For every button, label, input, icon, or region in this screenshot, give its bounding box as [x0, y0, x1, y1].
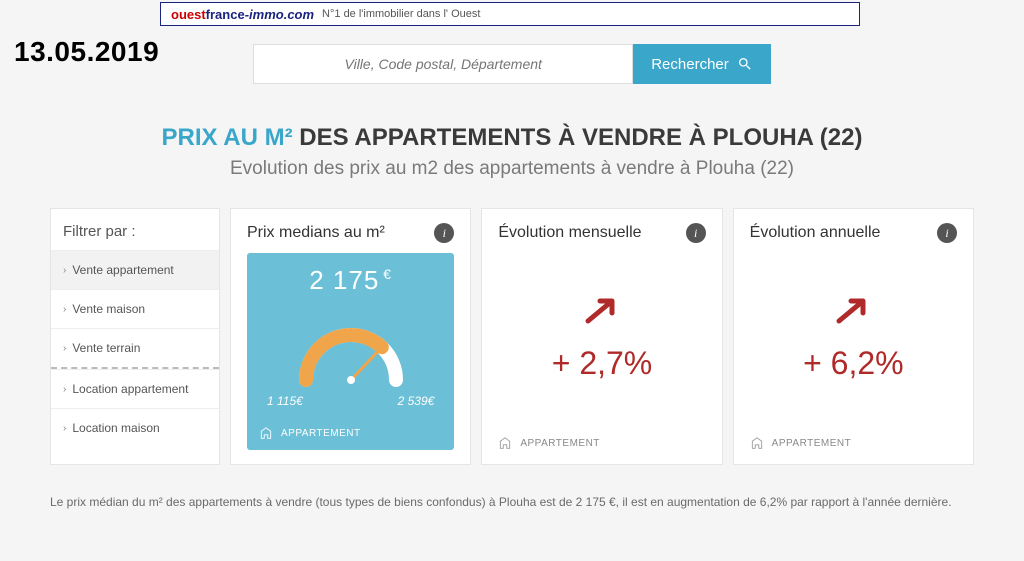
building-icon [750, 436, 764, 450]
info-icon[interactable]: i [686, 223, 706, 243]
search-button-label: Rechercher [651, 56, 729, 73]
brand-logo: ouestfrance-immo.com [171, 7, 314, 22]
gauge-min: 1 115€ [267, 394, 303, 408]
search-input[interactable] [253, 44, 633, 84]
filter-item[interactable]: › Vente terrain [51, 328, 219, 367]
chevron-right-icon: › [63, 304, 66, 315]
filter-item-label: Location maison [72, 421, 159, 435]
filter-heading: Filtrer par : [51, 209, 219, 250]
page-title: PRIX AU M² DES APPARTEMENTS À VENDRE À P… [0, 124, 1024, 152]
monthly-type-footer: APPARTEMENT [498, 426, 705, 450]
filter-item[interactable]: › Location maison [51, 408, 219, 447]
card-median-price: Prix medians au m² i 2 175€ 1 115€ 2 539… [230, 208, 471, 465]
building-icon [498, 436, 512, 450]
arrow-up-icon [582, 291, 622, 331]
filter-item[interactable]: › Vente appartement [51, 250, 219, 289]
chevron-right-icon: › [63, 343, 66, 354]
gauge-max: 2 539€ [398, 394, 435, 408]
bottom-summary: Le prix médian du m² des appartements à … [50, 493, 974, 511]
card-yearly-title: Évolution annuelle [750, 224, 881, 242]
chevron-right-icon: › [63, 384, 66, 395]
gauge-type-footer: APPARTEMENT [259, 418, 442, 440]
yearly-type-footer: APPARTEMENT [750, 426, 957, 450]
filter-item-label: Vente appartement [72, 263, 173, 277]
gauge-box: 2 175€ 1 115€ 2 539€ APPARTEMENT [247, 253, 454, 450]
building-icon [259, 426, 273, 440]
chevron-right-icon: › [63, 265, 66, 276]
card-yearly-evolution: Évolution annuelle i + 6,2% APPARTEMENT [733, 208, 974, 465]
date-stamp: 13.05.2019 [14, 36, 159, 68]
card-monthly-title: Évolution mensuelle [498, 224, 641, 242]
main-grid: Filtrer par : › Vente appartement › Vente m… [0, 208, 1024, 465]
info-icon[interactable]: i [434, 223, 454, 243]
monthly-percent: + 2,7% [552, 345, 653, 382]
monthly-type-label: APPARTEMENT [520, 438, 600, 449]
yearly-percent: + 6,2% [803, 345, 904, 382]
search-button[interactable]: Rechercher [633, 44, 771, 84]
filter-item-label: Location appartement [72, 382, 188, 396]
page-subtitle: Evolution des prix au m2 des appartement… [0, 158, 1024, 180]
filter-item[interactable]: › Vente maison [51, 289, 219, 328]
gauge-chart [276, 300, 426, 390]
gauge-price: 2 175€ [259, 265, 442, 296]
brand-france: france [206, 7, 245, 22]
search-icon [737, 56, 753, 72]
arrow-up-icon [833, 291, 873, 331]
filter-sidebar: Filtrer par : › Vente appartement › Vente m… [50, 208, 220, 465]
title-rest: DES APPARTEMENTS À VENDRE À PLOUHA (22) [299, 124, 862, 151]
yearly-type-label: APPARTEMENT [772, 438, 852, 449]
title-accent: PRIX AU M² [162, 124, 293, 151]
partner-banner: ouestfrance-immo.com N°1 de l'immobilier… [160, 2, 860, 26]
page-headline: PRIX AU M² DES APPARTEMENTS À VENDRE À P… [0, 124, 1024, 180]
brand-ouest: ouest [171, 7, 206, 22]
card-monthly-evolution: Évolution mensuelle i + 2,7% APPARTEMENT [481, 208, 722, 465]
filter-item-label: Vente maison [72, 302, 145, 316]
brand-tagline: N°1 de l'immobilier dans l' Ouest [322, 8, 480, 20]
chevron-right-icon: › [63, 423, 66, 434]
gauge-currency: € [383, 266, 392, 282]
card-median-title: Prix medians au m² [247, 224, 385, 242]
brand-immo: -immo.com [245, 7, 314, 22]
gauge-price-value: 2 175 [309, 265, 379, 295]
info-icon[interactable]: i [937, 223, 957, 243]
filter-item-label: Vente terrain [72, 341, 140, 355]
filter-item[interactable]: › Location appartement [51, 369, 219, 408]
gauge-type-label: APPARTEMENT [281, 428, 361, 439]
